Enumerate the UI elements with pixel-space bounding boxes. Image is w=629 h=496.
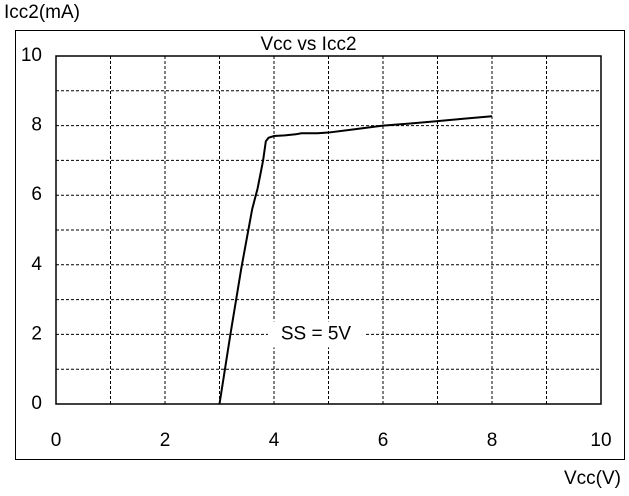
x-tick-labels: 0 2 4 6 8 10 [51,430,612,451]
y-tick-labels: 0 2 4 6 8 10 [21,45,43,414]
plot-frame [55,55,602,405]
chart-title: Vcc vs Icc2 [260,34,356,55]
grid-lines [56,56,601,404]
x-tick-label-2: 2 [160,430,171,451]
y-tick-label-8: 8 [31,115,42,136]
x-tick-label-0: 0 [51,430,62,451]
x-tick-label-6: 6 [378,430,389,451]
y-axis-label: Icc2(mA) [4,2,80,23]
annotation-group: SS = 5V [267,321,364,348]
series-line [218,115,493,405]
y-tick-label-0: 0 [31,393,42,414]
y-tick-label-2: 2 [31,323,42,344]
outer-frame [15,30,625,460]
x-tick-label-4: 4 [269,430,280,451]
y-tick-label-6: 6 [31,184,42,205]
y-tick-label-10: 10 [21,45,42,66]
x-axis-label: Vcc(V) [564,468,621,489]
annotation-label: SS = 5V [281,323,352,344]
x-tick-label-8: 8 [487,430,498,451]
annotation-background [267,321,364,348]
y-tick-label-4: 4 [31,254,42,275]
x-tick-label-10: 10 [590,430,611,451]
